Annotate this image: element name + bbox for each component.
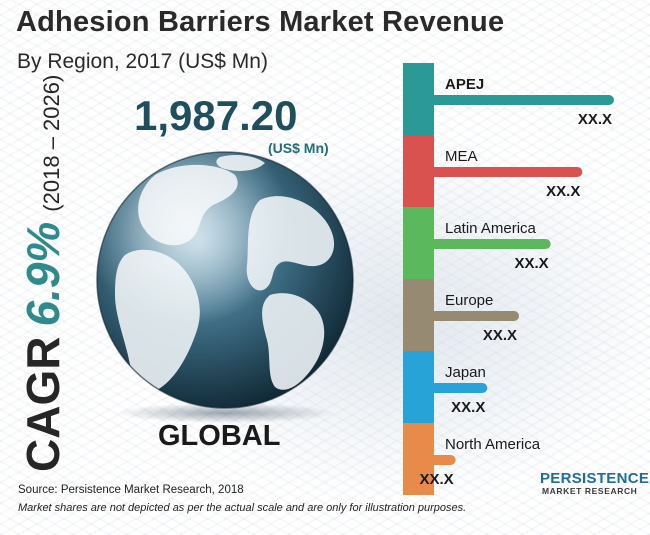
bar-mea [424, 167, 583, 177]
value-label-mea: XX.X [546, 183, 580, 200]
global-label: GLOBAL [158, 420, 281, 452]
value-label-apej: XX.X [578, 111, 612, 128]
globe-icon [96, 151, 354, 423]
category-label-europe: Europe [445, 292, 493, 309]
category-label-mea: MEA [445, 148, 478, 165]
value-label-north-america: XX.X [419, 471, 453, 488]
global-revenue-value: 1,987.20 [134, 92, 298, 139]
value-label-japan: XX.X [451, 399, 485, 416]
bar-north-america [424, 455, 456, 465]
category-label-north-america: North America [445, 436, 541, 453]
source-text: Source: Persistence Market Research, 201… [18, 484, 244, 496]
global-revenue-unit: (US$ Mn) [268, 140, 329, 156]
bar-europe [424, 311, 519, 321]
bar-latin-america [424, 239, 551, 249]
bar-apej [424, 95, 614, 105]
chart-title: Adhesion Barriers Market Revenue [16, 6, 505, 38]
value-label-latin-america: XX.X [514, 255, 548, 272]
bar-japan [424, 383, 488, 393]
logo-bottom-text: MARKET RESEARCH [542, 486, 638, 496]
chart-subtitle: By Region, 2017 (US$ Mn) [17, 50, 268, 73]
category-label-latin-america: Latin America [445, 220, 537, 237]
category-label-japan: Japan [445, 364, 486, 381]
value-label-europe: XX.X [483, 327, 517, 344]
persistence-logo: PERSISTENCE MARKET RESEARCH [540, 470, 650, 500]
disclaimer-note: Market shares are not depicted as per th… [18, 502, 467, 514]
logo-top-text: PERSISTENCE [540, 470, 650, 487]
category-label-apej: APEJ [445, 76, 484, 93]
